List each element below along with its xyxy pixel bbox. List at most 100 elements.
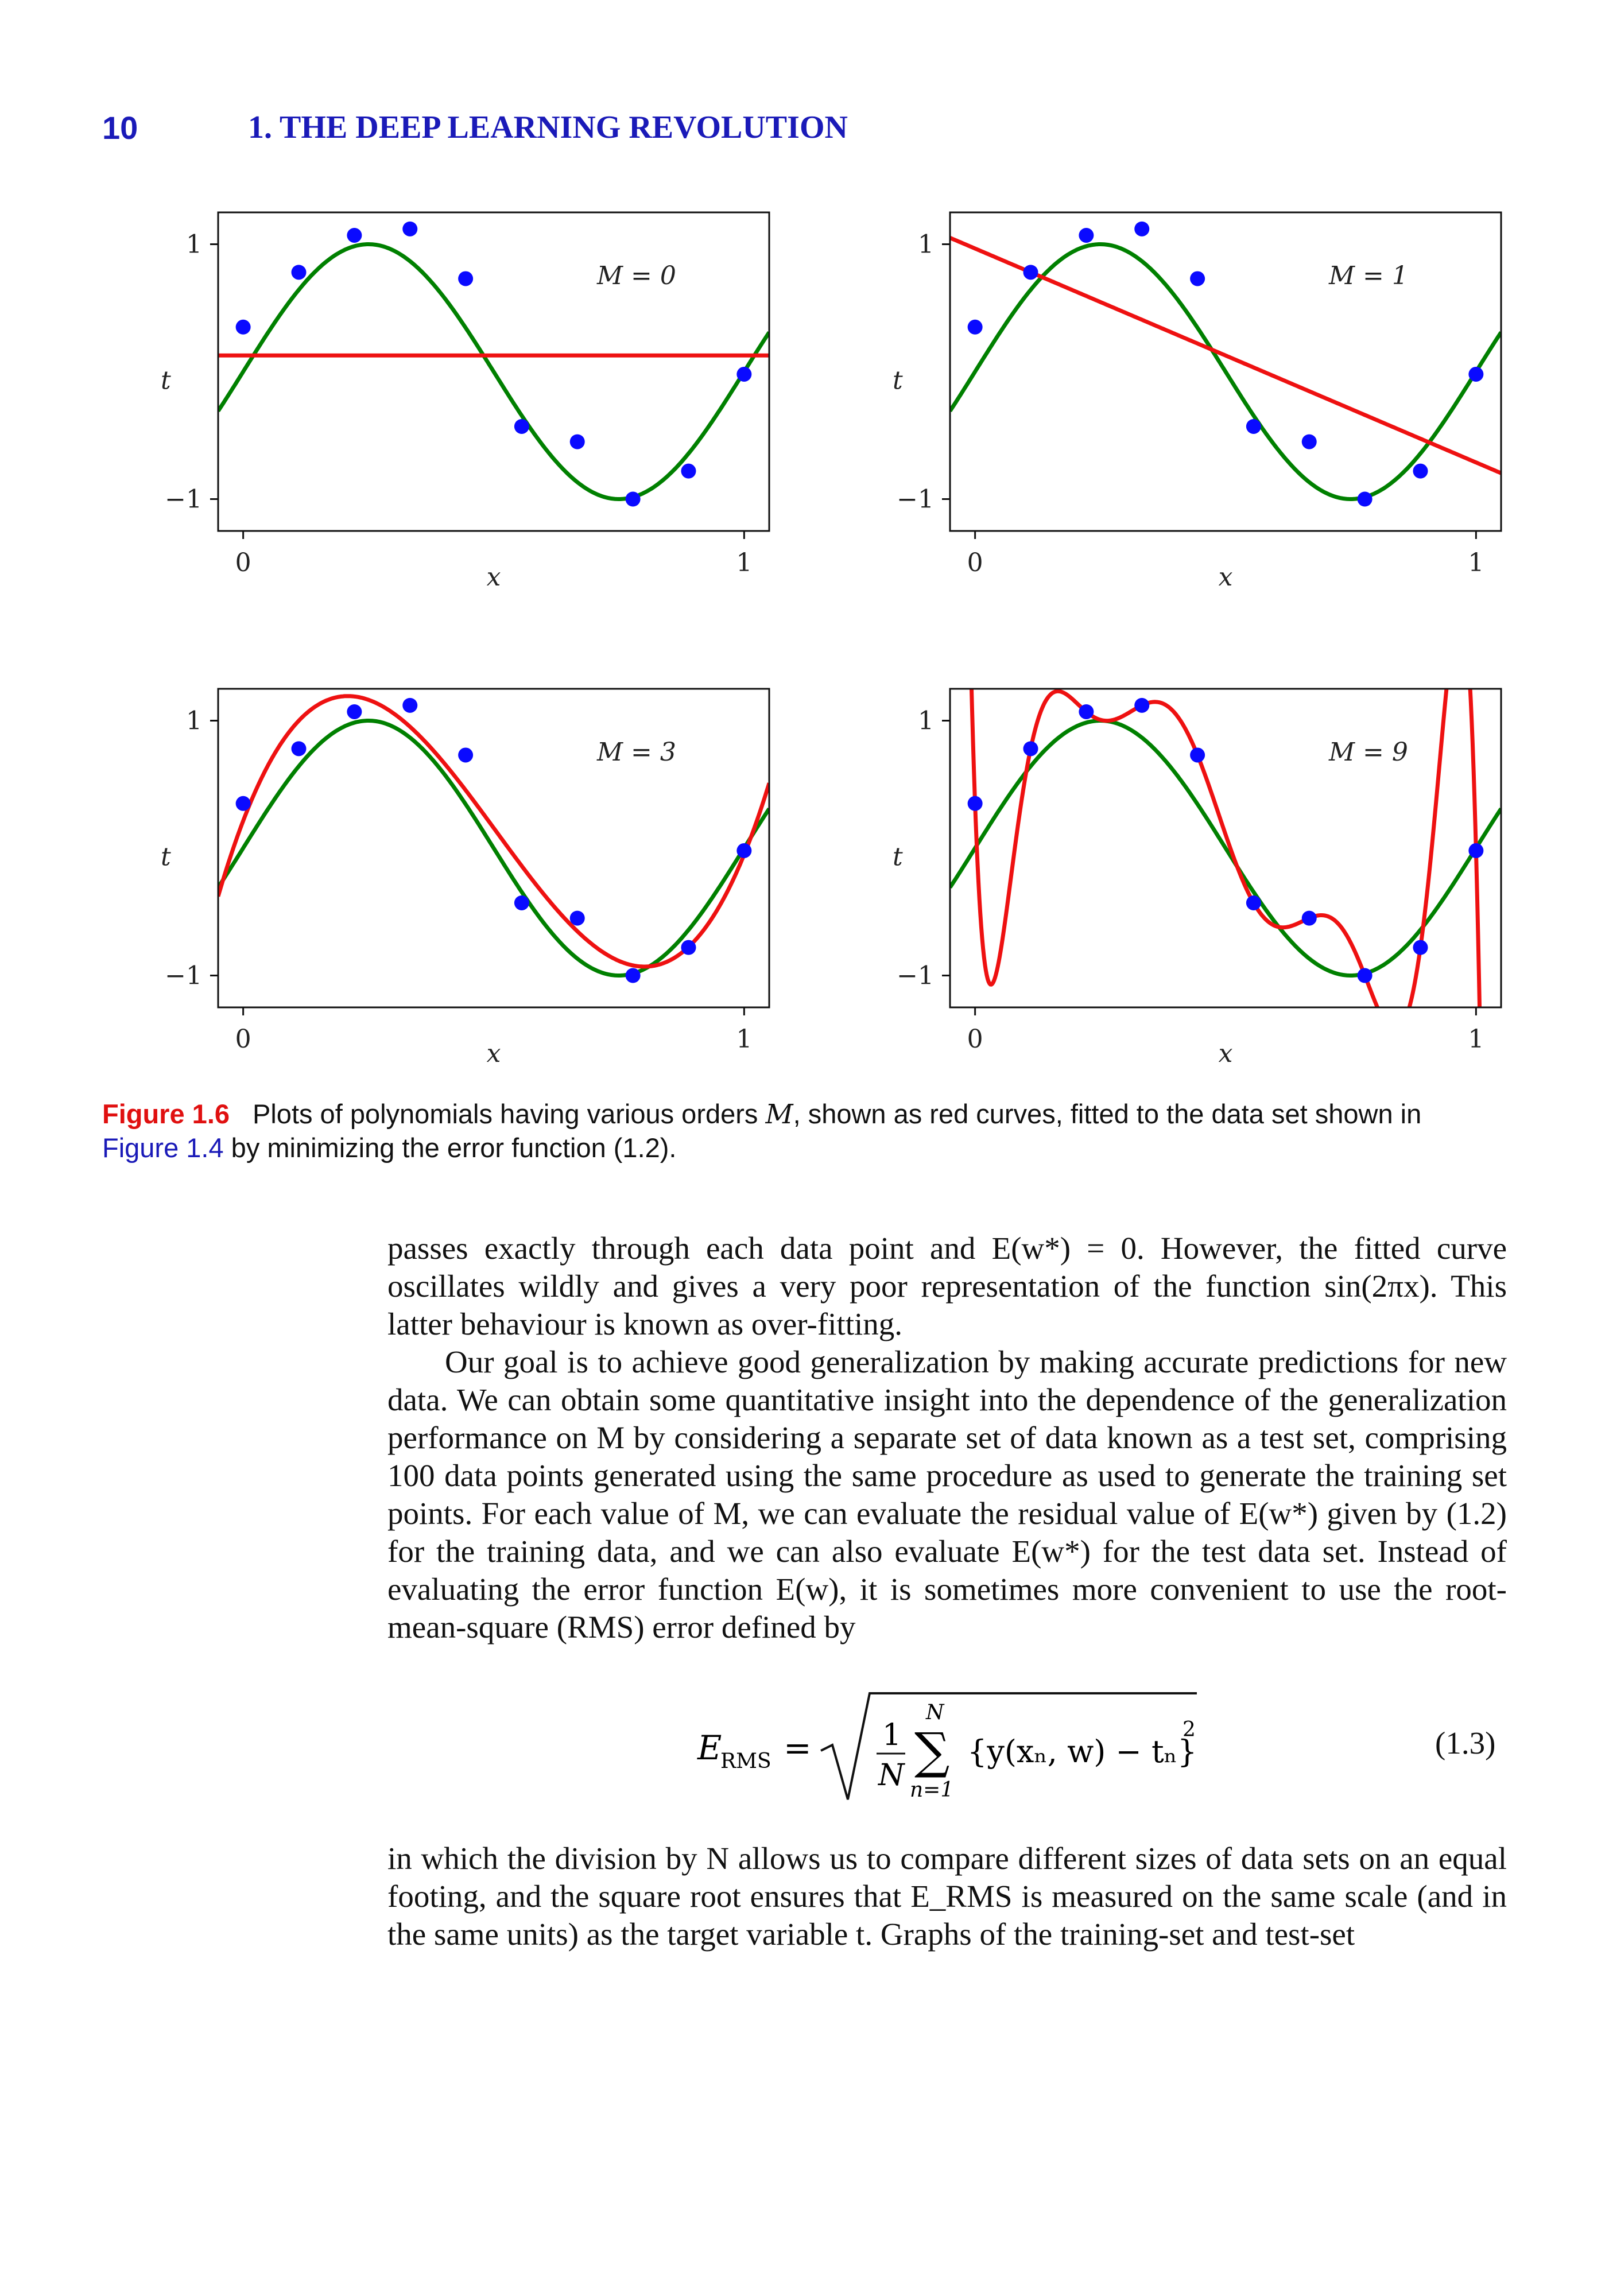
y-axis-label: t [161, 366, 171, 395]
eq-frac-num: 1 [882, 1718, 901, 1752]
plot-frame [217, 688, 770, 1009]
data-point [458, 747, 474, 763]
caption-text-2: , shown as red curves, fitted to the dat… [793, 1099, 1422, 1129]
eq-sum-top: N [925, 1701, 945, 1724]
y-axis-label: t [161, 843, 171, 872]
data-point [347, 704, 362, 719]
eq-sum-bottom: n=1 [910, 1778, 953, 1802]
figure-label: Figure 1.6 [102, 1099, 230, 1129]
y-tick-label: −1 [897, 961, 934, 991]
x-tick-label: 1 [736, 1025, 752, 1054]
caption-symbol: M [765, 1099, 793, 1130]
x-tick-label: 0 [967, 1025, 983, 1054]
data-point [736, 843, 752, 858]
data-point [967, 319, 983, 335]
y-axis-label: t [893, 366, 903, 395]
x-tick-label: 1 [1468, 1025, 1484, 1054]
fitted-curve-line [970, 689, 1482, 1007]
x-axis-label: x [487, 563, 501, 592]
data-point [569, 434, 585, 449]
data-point [625, 491, 641, 507]
data-point [681, 940, 696, 955]
paragraph-2-text: Our goal is to achieve good generalizati… [387, 1344, 1507, 1645]
sqrt-sign [820, 1692, 1197, 1800]
data-point [1357, 491, 1373, 507]
sin-curve-line [950, 719, 1501, 978]
eq-summand: {y(xₙ, w) − tₙ} [967, 1733, 1197, 1770]
plot-frame [949, 211, 1502, 532]
x-tick-label: 0 [235, 548, 251, 577]
data-point [514, 895, 529, 910]
sigma-icon: ∑ [914, 1723, 949, 1780]
data-point [458, 271, 474, 286]
data-point [402, 221, 418, 236]
plot-frame [949, 688, 1502, 1009]
x-tick-label: 0 [235, 1025, 251, 1054]
y-tick-label: −1 [165, 961, 202, 991]
data-point [1357, 968, 1373, 983]
data-point [291, 741, 307, 757]
paragraph-1: passes exactly through each data point a… [387, 1230, 1507, 1646]
plot-frame [217, 211, 770, 532]
data-point [967, 796, 983, 811]
data-point [347, 227, 362, 243]
data-point [1468, 843, 1484, 858]
equation-rms: E RMS = 1 N N ∑ n=1 {y(xₙ, w) − tₙ} 2 [697, 1682, 1214, 1822]
plot-m0: 0 1 1 −1 x t M = 0 [161, 211, 770, 592]
eq-equals: = [784, 1728, 812, 1767]
data-point [235, 796, 251, 811]
order-annotation: M = 0 [596, 261, 676, 290]
eq-frac-den: N [877, 1758, 905, 1793]
paragraph-3: in which the division by N allows us to … [387, 1840, 1507, 1953]
order-annotation: M = 9 [1328, 738, 1408, 767]
data-point [514, 418, 529, 434]
data-point [1023, 265, 1038, 280]
data-point [1190, 271, 1205, 286]
fitted-curve-line [218, 694, 769, 969]
plot-m1: 0 1 1 −1 x t M = 1 [893, 211, 1502, 592]
order-annotation: M = 1 [1328, 261, 1408, 290]
y-tick-label: 1 [918, 230, 934, 259]
data-point [736, 366, 752, 382]
data-point [1190, 747, 1205, 763]
data-point [681, 463, 696, 479]
y-tick-label: −1 [897, 485, 934, 514]
paragraph-1-text: passes exactly through each data point a… [387, 1231, 1507, 1341]
data-point [235, 319, 251, 335]
data-point [1134, 221, 1150, 236]
eq-power: 2 [1182, 1718, 1196, 1742]
data-point [1468, 366, 1484, 382]
data-point [1301, 910, 1317, 926]
plot-m9: 0 1 1 −1 x t M = 9 [893, 688, 1502, 1068]
data-point [1023, 741, 1038, 757]
data-point [291, 265, 307, 280]
x-axis-label: x [487, 1039, 501, 1068]
sin-curve-line [950, 242, 1501, 501]
x-tick-label: 1 [736, 548, 752, 577]
y-axis-label: t [893, 843, 903, 872]
data-point [625, 968, 641, 983]
y-tick-label: −1 [165, 485, 202, 514]
x-axis-label: x [1219, 1039, 1233, 1068]
figure-caption: Figure 1.6 Plots of polynomials having va… [102, 1097, 1514, 1165]
sin-curve-line [218, 719, 769, 978]
x-tick-label: 0 [967, 548, 983, 577]
data-point [569, 910, 585, 926]
data-point [1079, 704, 1094, 719]
y-tick-label: 1 [918, 707, 934, 736]
equation-number: (1.3) [1435, 1725, 1496, 1760]
data-point [402, 697, 418, 713]
sin-curve-line [218, 242, 769, 501]
x-tick-label: 1 [1468, 548, 1484, 577]
data-point [1246, 895, 1261, 910]
data-point [1134, 697, 1150, 713]
data-point [1413, 940, 1428, 955]
chapter-title: 1. THE DEEP LEARNING REVOLUTION [248, 110, 848, 145]
data-point [1301, 434, 1317, 449]
page-number: 10 [102, 110, 138, 146]
figure-ref-link[interactable]: Figure 1.4 [102, 1133, 224, 1163]
x-axis-label: x [1219, 563, 1233, 592]
paragraph-3-text: in which the division by N allows us to … [387, 1841, 1507, 1952]
fitted-curve-line [950, 236, 1501, 475]
plot-m3: 0 1 1 −1 x t M = 3 [161, 688, 770, 1068]
